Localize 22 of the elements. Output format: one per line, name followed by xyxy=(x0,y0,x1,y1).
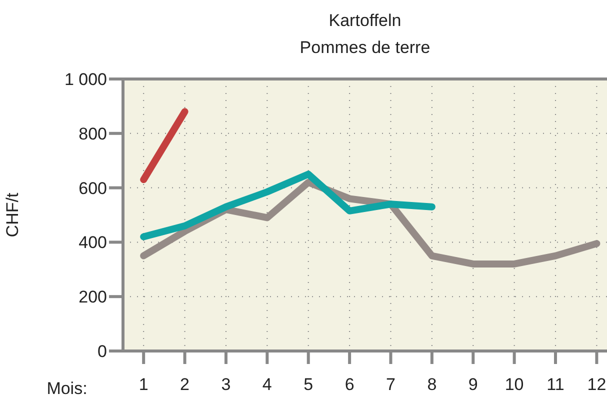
x-tick-label: 3 xyxy=(221,375,231,394)
x-tick-label: 1 xyxy=(138,375,148,394)
chart-title: Kartoffeln xyxy=(328,11,402,30)
x-tick-label: 12 xyxy=(587,375,606,394)
x-tick-label: 6 xyxy=(344,375,354,394)
x-tick-label: 5 xyxy=(304,375,314,394)
x-tick-label: 7 xyxy=(386,375,396,394)
y-tick-label: 600 xyxy=(78,178,107,198)
y-tick-label: 1 000 xyxy=(64,70,107,90)
y-tick-label: 0 xyxy=(98,342,107,362)
x-tick-label: 4 xyxy=(262,375,272,394)
x-tick-label: 8 xyxy=(427,375,437,394)
y-tick-label: 200 xyxy=(78,288,107,307)
x-axis-title: Mois: xyxy=(46,379,88,398)
y-axis-title: CHF/t xyxy=(3,192,22,238)
x-tick-label: 2 xyxy=(180,375,190,394)
x-tick-label: 10 xyxy=(504,375,524,394)
x-tick-label: 9 xyxy=(468,375,478,394)
chart-subtitle: Pommes de terre xyxy=(300,38,430,57)
y-tick-label: 400 xyxy=(78,233,107,252)
y-tick-label: 800 xyxy=(78,124,107,144)
x-tick-label: 11 xyxy=(546,375,564,394)
